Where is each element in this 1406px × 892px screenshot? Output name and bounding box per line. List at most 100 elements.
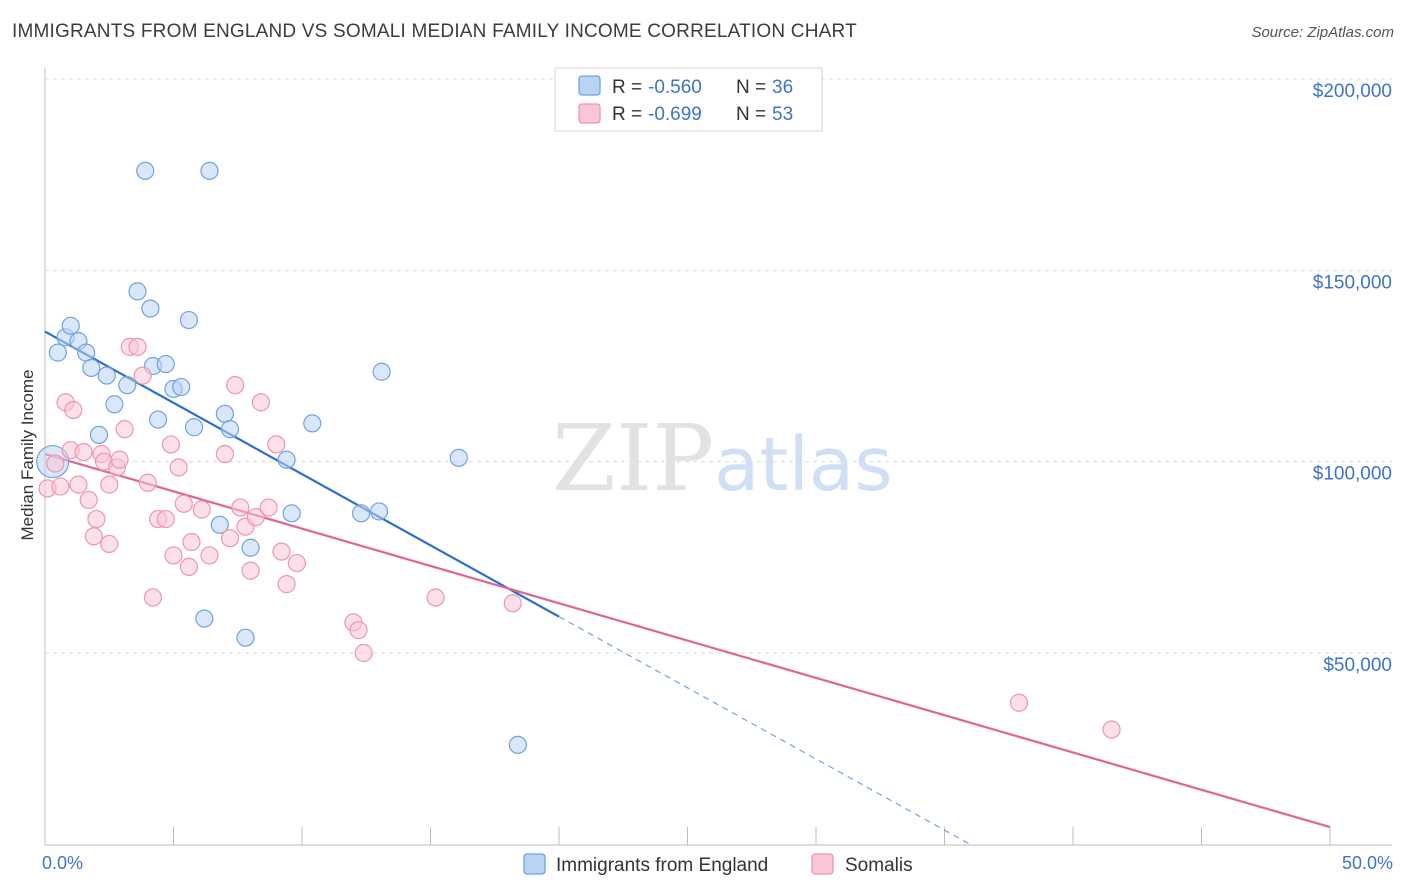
england-point — [449, 448, 468, 467]
england-point — [148, 410, 168, 429]
england-point — [184, 418, 204, 437]
series-legend: Immigrants from England Somalis — [523, 853, 913, 876]
england-trend-extension — [558, 616, 971, 845]
england-point — [508, 735, 527, 754]
somali-point — [164, 546, 183, 565]
legend-somali-n-value: 53 — [772, 104, 793, 125]
watermark-zip: ZIP — [552, 405, 714, 512]
england-point — [372, 362, 391, 381]
england-point — [236, 628, 255, 647]
legend-england-r-label: R = — [612, 77, 642, 98]
somali-point — [426, 588, 445, 607]
somali-points — [38, 337, 1121, 739]
somali-point — [231, 498, 250, 517]
watermark: ZIP atlas — [552, 405, 893, 512]
chart-title: IMMIGRANTS FROM ENGLAND VS SOMALI MEDIAN… — [12, 21, 857, 42]
somali-point — [128, 337, 147, 356]
y-tick-label: $150,000 — [1313, 272, 1392, 293]
england-point — [61, 316, 80, 335]
somali-point — [349, 620, 368, 640]
somali-point — [1009, 693, 1029, 712]
england-point — [210, 515, 229, 534]
bottom-legend-swatch-somali — [811, 853, 834, 875]
england-point — [200, 161, 219, 180]
england-point — [89, 425, 109, 444]
somali-point — [161, 435, 181, 454]
somali-point — [246, 508, 265, 527]
england-point — [156, 354, 175, 374]
somali-point — [200, 546, 219, 565]
somali-point — [87, 509, 106, 529]
somali-point — [169, 458, 188, 477]
somali-point — [503, 594, 522, 613]
legend-swatch-england — [578, 75, 601, 96]
england-point — [195, 609, 214, 628]
somali-point — [79, 490, 98, 510]
somali-point — [226, 376, 245, 395]
england-point — [370, 502, 389, 521]
y-tick-label: $100,000 — [1313, 464, 1392, 485]
somali-point — [215, 444, 234, 464]
x-tick-label: 50.0% — [1342, 853, 1393, 873]
england-point — [128, 282, 147, 301]
legend-england-r-value: -0.560 — [648, 77, 702, 98]
gridlines — [45, 78, 1392, 654]
legend-somali-r-label: R = — [612, 104, 642, 125]
legend-england-n-label: N = — [736, 77, 766, 98]
y-tick-label: $50,000 — [1323, 655, 1392, 676]
somali-point — [179, 557, 199, 577]
somali-point — [69, 475, 88, 494]
somali-point — [192, 500, 211, 519]
watermark-atlas: atlas — [714, 422, 893, 508]
source-label: Source: ZipAtlas.com — [1251, 24, 1394, 41]
somali-point — [251, 393, 270, 412]
somali-point — [174, 494, 193, 513]
data-points — [36, 161, 1121, 754]
england-point — [241, 538, 260, 557]
england-point — [172, 377, 191, 397]
england-point — [220, 420, 240, 439]
somali-point — [51, 477, 70, 496]
somali-point — [156, 509, 175, 529]
somali-point — [241, 561, 260, 580]
england-point — [215, 404, 234, 423]
legend-somali-n-label: N = — [736, 104, 766, 125]
england-point — [48, 343, 67, 362]
somali-point — [46, 454, 65, 473]
legend-swatch-somali — [578, 103, 601, 124]
england-point — [136, 161, 155, 180]
england-point — [282, 504, 301, 523]
somali-point — [143, 588, 163, 607]
england-point — [303, 414, 322, 433]
somali-point — [133, 366, 152, 385]
somali-point — [84, 527, 103, 546]
bottom-legend-somali-label: Somalis — [845, 855, 913, 876]
somali-point — [182, 532, 201, 552]
somali-point — [220, 529, 240, 548]
somali-point — [1102, 720, 1121, 739]
somali-point — [267, 435, 286, 454]
england-point — [141, 299, 160, 318]
somali-point — [64, 400, 83, 420]
somali-point — [138, 473, 157, 492]
y-tick-label: $200,000 — [1313, 81, 1392, 102]
england-point — [179, 310, 199, 330]
england-point — [82, 358, 101, 378]
correlation-legend: R = -0.560 N = 36 R = -0.699 N = 53 — [554, 67, 823, 132]
somali-point — [277, 575, 296, 594]
england-point — [77, 343, 96, 362]
england-point — [97, 366, 116, 385]
somali-point — [287, 553, 306, 573]
bottom-legend-england-label: Immigrants from England — [556, 855, 768, 876]
legend-england-n-value: 36 — [772, 77, 793, 98]
somali-point — [354, 643, 373, 663]
tick-labels: $50,000 $100,000 $150,000 $200,000 0.0% 50.0% — [42, 81, 1393, 873]
bottom-legend-swatch-england — [523, 853, 546, 875]
england-point — [105, 395, 124, 414]
somali-point — [272, 542, 291, 561]
x-tick-label: 0.0% — [42, 853, 83, 873]
somali-point — [115, 420, 134, 439]
somali-point — [100, 475, 119, 494]
somali-point — [259, 498, 278, 517]
